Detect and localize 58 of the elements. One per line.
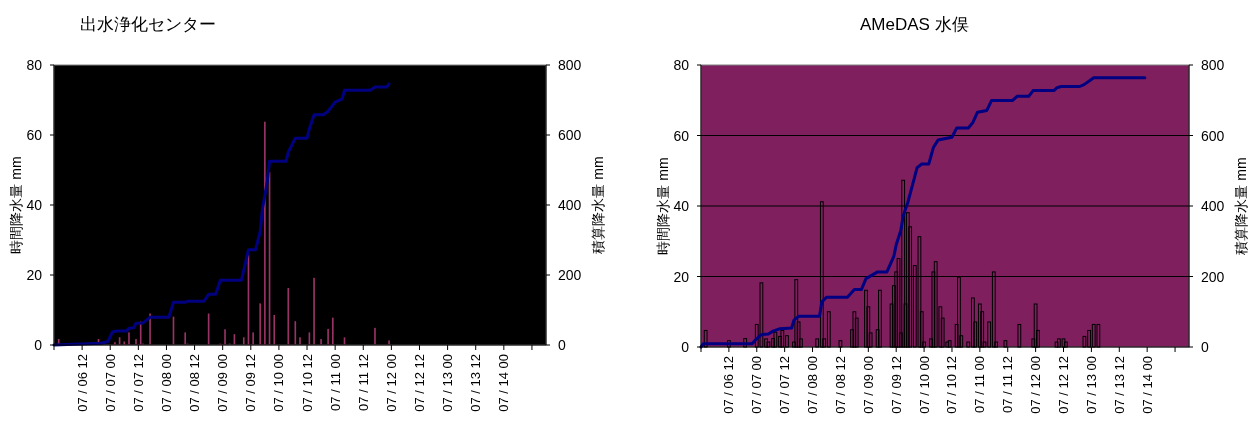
x-tick-label: 07 / 09 12 (243, 354, 259, 412)
x-tick-label: 07 / 07 00 (102, 354, 118, 412)
x-tick-label: 07 / 13 12 (468, 354, 484, 412)
y-tick-label: 40 (26, 197, 43, 213)
y2-axis-title: 積算降水量 mm (1233, 157, 1249, 255)
y-tick-label: 20 (673, 268, 690, 285)
x-tick-label: 07 / 07 12 (130, 354, 146, 412)
y2-tick-label: 0 (558, 337, 566, 353)
x-tick-label: 07 / 13 00 (1083, 356, 1099, 414)
y-axis-title: 時間降水量 mm (8, 156, 24, 254)
x-tick-label: 07 / 06 12 (721, 356, 737, 414)
x-tick-label: 07 / 06 12 (74, 354, 90, 412)
x-tick-label: 07 / 08 12 (187, 354, 203, 412)
x-tick-label: 07 / 08 00 (805, 356, 821, 414)
y2-tick-label: 800 (1201, 57, 1225, 73)
y-tick-label: 80 (26, 57, 43, 73)
x-tick-label: 07 / 13 00 (440, 354, 456, 412)
x-tick-label: 07 / 10 12 (299, 354, 315, 412)
y2-tick-label: 200 (1201, 268, 1225, 285)
x-tick-label: 07 / 10 12 (944, 356, 960, 414)
x-tick-label: 07 / 10 00 (271, 354, 287, 412)
y2-axis-title: 積算降水量 mm (590, 156, 606, 254)
y2-tick-label: 600 (1201, 127, 1225, 144)
y-tick-label: 60 (673, 127, 690, 144)
x-tick-label: 07 / 13 12 (1111, 356, 1127, 414)
x-tick-label: 07 / 14 00 (496, 354, 512, 412)
x-tick-label: 07 / 12 00 (383, 354, 399, 412)
x-tick-label: 07 / 11 12 (355, 354, 371, 411)
x-tick-label: 07 / 11 12 (1000, 356, 1016, 413)
x-tick-label: 07 / 08 00 (158, 354, 174, 412)
y2-tick-label: 800 (558, 57, 582, 73)
x-tick-label: 07 / 12 00 (1028, 356, 1044, 414)
y-tick-label: 80 (673, 57, 690, 73)
x-tick-label: 07 / 12 12 (411, 354, 427, 412)
y2-tick-label: 0 (1201, 339, 1209, 355)
x-tick-label: 07 / 12 12 (1056, 356, 1072, 414)
x-tick-label: 07 / 11 00 (327, 354, 343, 411)
x-tick-label: 07 / 09 00 (215, 354, 231, 412)
x-tick-label: 07 / 07 12 (777, 356, 793, 414)
y2-tick-label: 600 (558, 127, 582, 143)
y-axis-title: 時間降水量 mm (655, 157, 671, 255)
chart-title: 出水浄化センター (80, 15, 216, 34)
x-tick-label: 07 / 08 12 (832, 356, 848, 414)
chart-title: AMeDAS 水俣 (860, 15, 969, 34)
x-tick-label: 07 / 07 00 (749, 356, 765, 414)
y2-tick-label: 400 (1201, 198, 1225, 214)
x-tick-label: 07 / 14 00 (1139, 356, 1155, 414)
y-tick-label: 20 (26, 267, 43, 283)
y2-tick-label: 400 (558, 197, 582, 213)
x-tick-label: 07 / 11 00 (972, 356, 988, 413)
x-tick-label: 07 / 10 00 (916, 356, 932, 414)
x-tick-label: 07 / 09 00 (860, 356, 876, 414)
y-tick-label: 0 (34, 337, 43, 353)
y-tick-label: 60 (26, 127, 43, 143)
y-tick-label: 0 (681, 339, 690, 355)
y2-tick-label: 200 (558, 267, 582, 283)
x-tick-label: 07 / 09 12 (888, 356, 904, 414)
y-tick-label: 40 (673, 198, 690, 214)
